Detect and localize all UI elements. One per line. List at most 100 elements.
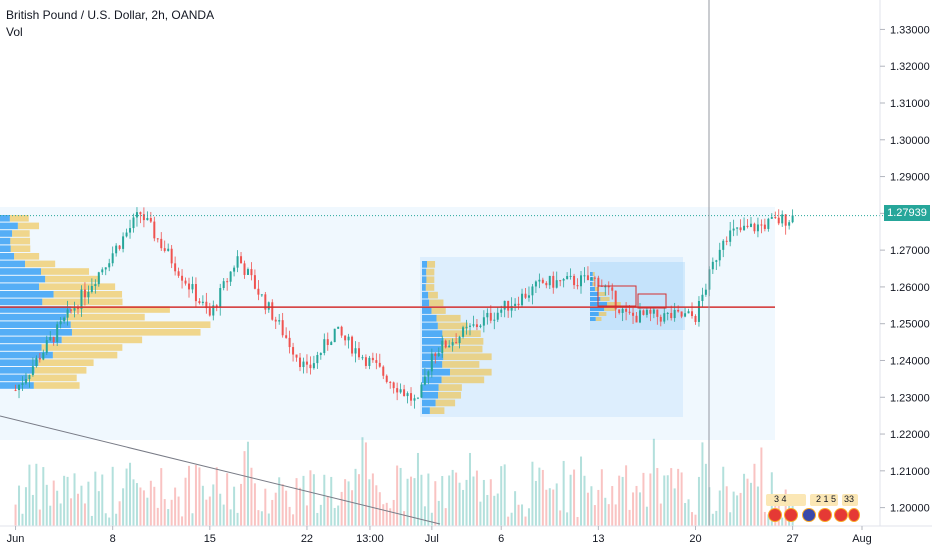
volume-bar xyxy=(545,489,548,526)
candle-body xyxy=(486,312,489,318)
candle-body xyxy=(621,308,624,313)
candle-body xyxy=(396,388,399,393)
candle-body xyxy=(493,319,496,321)
candle-body xyxy=(21,383,24,385)
profile-bar-yellow xyxy=(66,313,145,321)
volume-bar xyxy=(108,517,111,526)
profile-bar-yellow xyxy=(38,359,94,366)
candle-body xyxy=(410,393,413,401)
profile-bar-blue xyxy=(0,291,54,298)
volume-bar xyxy=(181,516,184,526)
candle-body xyxy=(274,319,277,322)
profile-bar-blue xyxy=(422,284,426,291)
volume-bar xyxy=(538,467,541,526)
candle-body xyxy=(479,325,482,328)
candle-body xyxy=(489,312,492,321)
profile-bar-blue xyxy=(0,344,42,351)
volume-bar xyxy=(486,494,489,526)
candle-body xyxy=(205,301,208,309)
candle-body xyxy=(638,310,641,323)
volume-bar xyxy=(28,464,31,526)
us-flag-icon xyxy=(784,508,798,522)
rect-drawing-2[interactable] xyxy=(637,293,667,309)
volume-bar xyxy=(201,485,204,526)
volume-bar xyxy=(621,476,624,526)
profile-bar-blue xyxy=(0,359,39,366)
volume-bar xyxy=(226,473,229,526)
profile-bar-yellow xyxy=(594,287,600,291)
volume-bar xyxy=(541,469,544,526)
candle-body xyxy=(399,389,402,393)
volume-bar xyxy=(333,507,336,526)
candle-body xyxy=(309,364,312,369)
volume-bar xyxy=(493,495,496,526)
candle-body xyxy=(351,336,354,354)
volume-bar xyxy=(701,442,704,526)
us-flag-icon xyxy=(848,508,860,522)
candle-body xyxy=(756,224,759,232)
candle-body xyxy=(694,315,697,322)
volume-bar xyxy=(292,514,295,526)
candle-body xyxy=(649,309,652,314)
volume-bar xyxy=(479,501,482,526)
volume-indicator-label[interactable]: Vol xyxy=(6,25,23,39)
rect-drawing-1[interactable] xyxy=(597,285,637,307)
volume-bar xyxy=(149,480,152,526)
profile-bar-blue xyxy=(0,283,40,290)
volume-bar xyxy=(302,475,305,526)
candle-body xyxy=(524,293,527,298)
candle-body xyxy=(642,310,645,315)
volume-bar xyxy=(222,504,225,526)
volume-bar xyxy=(666,475,669,526)
candle-body xyxy=(500,309,503,313)
volume-bar xyxy=(389,508,392,526)
profile-bar-yellow xyxy=(61,336,143,344)
volume-bar xyxy=(281,484,284,526)
candle-body xyxy=(545,282,548,286)
price-axis[interactable]: 1.330001.320001.310001.300001.290001.280… xyxy=(880,24,930,515)
candle-body xyxy=(722,240,725,250)
profile-bar-blue xyxy=(590,297,601,301)
candle-body xyxy=(576,285,579,287)
candle-body xyxy=(212,305,215,316)
candle-body xyxy=(687,311,690,314)
profile-bar-yellow xyxy=(14,253,40,260)
volume-bar xyxy=(767,514,770,526)
volume-bar xyxy=(129,462,132,526)
time-tick-label: 13 xyxy=(592,533,604,545)
event-icons[interactable]: 3 4 2 1 5 33 xyxy=(764,494,860,522)
symbol-title: British Pound / U.S. Dollar, 2h, OANDA xyxy=(6,8,215,22)
candle-body xyxy=(385,375,388,382)
profile-bar-yellow xyxy=(52,351,118,359)
profile-bar-yellow xyxy=(436,314,461,322)
volume-bar xyxy=(718,490,721,526)
candle-body xyxy=(250,269,253,276)
candle-body xyxy=(736,227,739,229)
candle-body xyxy=(243,263,246,275)
volume-bar xyxy=(638,492,641,526)
candle-body xyxy=(704,289,707,295)
profile-bar-blue xyxy=(0,306,72,313)
profile-bar-blue xyxy=(422,376,442,384)
volume-bar xyxy=(45,484,48,526)
profile-bar-yellow xyxy=(592,272,595,276)
volume-bar xyxy=(87,481,90,526)
volume-bar xyxy=(462,489,465,526)
volume-bar xyxy=(746,478,749,526)
candle-body xyxy=(420,384,423,398)
profile-bar-yellow xyxy=(592,282,596,286)
profile-bar-yellow xyxy=(607,302,621,306)
trend-line[interactable] xyxy=(0,415,441,525)
profile-bar-yellow xyxy=(70,321,211,328)
volume-bar xyxy=(49,505,52,526)
volume-bar xyxy=(614,504,617,526)
candle-body xyxy=(305,361,308,365)
volume-bar xyxy=(739,492,742,526)
time-tick-label: 27 xyxy=(786,533,798,545)
candle-body xyxy=(142,214,145,221)
time-axis[interactable]: Jun 8 15 22 13:00 Jul 6 13 20 27 Aug xyxy=(7,526,872,545)
volume-bar xyxy=(368,479,371,526)
volume-bar xyxy=(330,476,333,526)
volume-bar xyxy=(406,478,409,526)
